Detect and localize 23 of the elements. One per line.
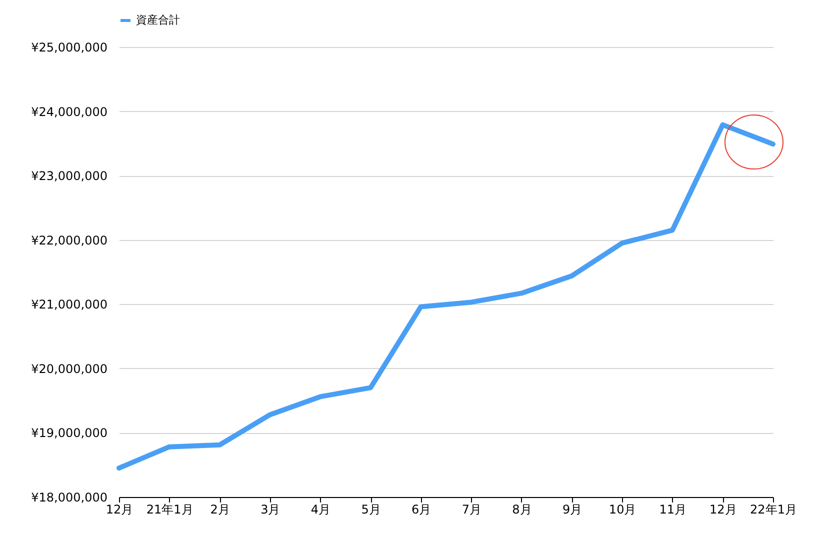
legend-label: 資産合計 <box>136 14 180 26</box>
x-tick-label: 5月 <box>361 502 381 516</box>
y-tick-label: ¥19,000,000 <box>31 426 108 440</box>
x-tick-label: 12月 <box>106 502 134 516</box>
y-tick-label: ¥20,000,000 <box>31 362 108 376</box>
y-tick-label: ¥23,000,000 <box>31 169 108 184</box>
y-tick-label: ¥24,000,000 <box>31 104 108 119</box>
x-tick-label: 3月 <box>260 502 280 516</box>
x-tick-label: 8月 <box>512 502 532 516</box>
x-tick-label: 22年1月 <box>750 502 797 516</box>
x-tick-label: 11月 <box>659 502 687 516</box>
y-tick-label: ¥25,000,000 <box>31 40 108 54</box>
x-tick-label: 6月 <box>412 502 432 516</box>
y-tick-label: ¥18,000,000 <box>31 490 108 504</box>
x-tick-label: 10月 <box>608 502 636 516</box>
x-tick-label: 12月 <box>710 502 737 516</box>
y-tick-label: ¥21,000,000 <box>31 298 108 312</box>
x-tick-label: 7月 <box>462 502 482 516</box>
y-tick-label: ¥22,000,000 <box>31 233 108 248</box>
x-tick-label: 21年1月 <box>146 502 194 516</box>
x-tick-label: 4月 <box>310 502 331 516</box>
x-tick-label: 2月 <box>210 502 230 516</box>
x-tick-label: 9月 <box>562 502 582 516</box>
